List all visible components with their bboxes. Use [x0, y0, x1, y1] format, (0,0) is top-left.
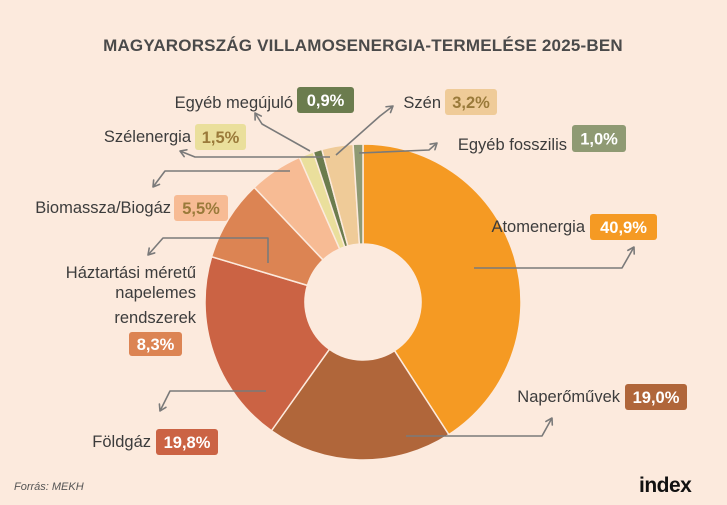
value-label-szen: 3,2%: [452, 94, 490, 112]
slice-egyeb-fosszilis: [352, 143, 364, 245]
arrowhead-szen: [385, 105, 394, 114]
arrowhead-foldgaz: [158, 403, 167, 412]
leader-lines: [147, 105, 636, 437]
label-biomassza-biogaz: Biomassza/Biogáz: [35, 199, 171, 217]
label-szen: Szén: [403, 94, 441, 112]
label-haztartasi-meretu-napelemes-rendszerek-line-1: Háztartási méretű: [66, 264, 196, 282]
arrowhead-egyeb-fosszilis: [429, 142, 438, 151]
leader-haztartasi-meretu-napelemes-rendszerek: [147, 237, 269, 263]
value-label-egyeb-fosszilis: 1,0%: [580, 131, 618, 149]
leader-foldgaz: [159, 390, 266, 412]
badge-biomassza-biogaz: [174, 195, 228, 221]
arrowhead-biomassza-biogaz: [152, 179, 161, 188]
badge-szen: [445, 89, 497, 115]
badge-egyeb-fosszilis: [572, 125, 626, 152]
arrowhead-szelenergia: [179, 149, 188, 158]
pie-slices: [204, 143, 522, 461]
leader-egyeb-megujulo: [254, 112, 311, 152]
arrowhead-egyeb-megujulo: [254, 112, 263, 121]
label-foldgaz: Földgáz: [92, 433, 151, 451]
label-egyeb-fosszilis: Egyéb fosszilis: [458, 136, 567, 154]
leader-atomenergia: [474, 246, 635, 269]
badge-atomenergia: [590, 214, 657, 240]
leader-naperomuvek: [406, 417, 553, 437]
label-atomenergia: Atomenergia: [491, 218, 585, 236]
badge-foldgaz: [156, 429, 218, 455]
chart-title: MAGYARORSZÁG VILLAMOSENERGIA-TERMELÉSE 2…: [103, 36, 623, 55]
value-label-haztartasi-meretu-napelemes-rendszerek: 8,3%: [137, 336, 175, 354]
source-note: Forrás: MEKH: [14, 481, 84, 493]
arrowhead-atomenergia: [627, 246, 636, 255]
arrowhead-naperomuvek: [545, 417, 554, 426]
badge-szelenergia: [195, 124, 246, 150]
value-label-biomassza-biogaz: 5,5%: [182, 200, 220, 218]
badge-egyeb-megujulo: [297, 87, 354, 113]
badge-haztartasi-meretu-napelemes-rendszerek: [129, 332, 182, 356]
label-szelenergia: Szélenergia: [104, 128, 192, 146]
value-label-foldgaz: 19,8%: [164, 434, 211, 452]
value-label-atomenergia: 40,9%: [600, 219, 647, 237]
label-haztartasi-meretu-napelemes-rendszerek-line-3: rendszerek: [114, 309, 196, 327]
leader-szen: [335, 105, 394, 156]
label-haztartasi-meretu-napelemes-rendszerek-line-2: napelemes: [115, 284, 196, 302]
slice-labels: Atomenergia 40,9% Naperőművek 19,0% Földgáz 1…: [35, 87, 687, 455]
label-egyeb-megujulo: Egyéb megújuló: [175, 94, 293, 112]
slice-naperomuvek: [270, 348, 450, 461]
label-naperomuvek: Naperőművek: [517, 388, 620, 406]
value-label-naperomuvek: 19,0%: [633, 389, 680, 407]
value-label-szelenergia: 1,5%: [202, 129, 240, 147]
leader-szelenergia: [179, 150, 330, 158]
arrowhead-haztartasi-meretu-napelemes-rendszerek: [147, 247, 156, 256]
slice-foldgaz: [204, 255, 331, 432]
value-label-egyeb-megujulo: 0,9%: [307, 92, 345, 110]
badge-naperomuvek: [625, 384, 687, 410]
brand-logo: index: [639, 474, 692, 497]
leader-egyeb-fosszilis: [358, 142, 438, 154]
leader-biomassza-biogaz: [152, 170, 290, 188]
